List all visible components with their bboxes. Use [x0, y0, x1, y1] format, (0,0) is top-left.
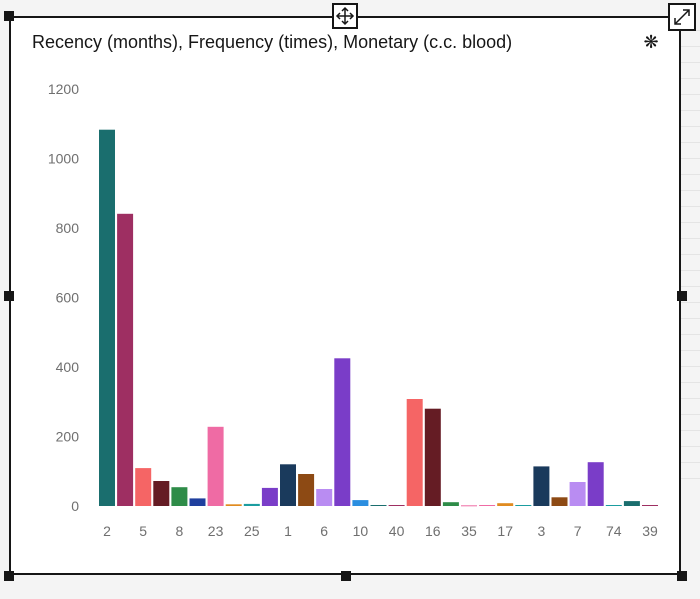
x-tick-label: 7: [574, 523, 582, 539]
bar[interactable]: [515, 505, 532, 506]
bar[interactable]: [189, 498, 206, 506]
x-tick-label: 1: [284, 523, 292, 539]
bar[interactable]: [243, 503, 260, 506]
x-tick-label: 40: [389, 523, 405, 539]
bars-group: [99, 129, 658, 507]
bar[interactable]: [388, 505, 405, 506]
x-tick-label: 5: [139, 523, 147, 539]
bar[interactable]: [461, 505, 477, 507]
x-tick-label: 35: [461, 523, 477, 539]
move-icon[interactable]: [332, 3, 358, 29]
bar[interactable]: [642, 505, 658, 506]
bar[interactable]: [298, 474, 315, 506]
bar[interactable]: [533, 466, 550, 506]
y-tick-label: 200: [56, 429, 80, 445]
bar[interactable]: [316, 489, 333, 506]
chart-title: Recency (months), Frequency (times), Mon…: [32, 32, 513, 52]
expand-icon[interactable]: [668, 3, 696, 31]
bar[interactable]: [406, 399, 423, 506]
bar[interactable]: [587, 462, 604, 506]
bar[interactable]: [551, 497, 568, 506]
bar[interactable]: [352, 500, 369, 506]
x-tick-label: 74: [606, 523, 622, 539]
bar[interactable]: [442, 502, 459, 506]
bar[interactable]: [334, 358, 351, 506]
y-tick-label: 0: [71, 498, 79, 514]
bar[interactable]: [171, 487, 188, 506]
resize-handle-bottom-left[interactable]: [4, 571, 14, 581]
y-tick-label: 400: [56, 359, 80, 375]
x-tick-label: 10: [353, 523, 369, 539]
y-axis: 0 200 400 600 800 1000 1200: [48, 81, 79, 514]
bar[interactable]: [569, 482, 586, 506]
x-tick-label: 16: [425, 523, 441, 539]
x-tick-label: 23: [208, 523, 224, 539]
bar[interactable]: [497, 503, 514, 506]
resize-handle-bottom-right[interactable]: [677, 571, 687, 581]
resize-handle-right[interactable]: [677, 291, 687, 301]
bar[interactable]: [207, 426, 224, 506]
bar[interactable]: [99, 129, 115, 506]
bar[interactable]: [605, 505, 622, 506]
x-tick-label: 8: [176, 523, 184, 539]
bar[interactable]: [261, 487, 278, 506]
resize-handle-bottom[interactable]: [341, 571, 351, 581]
y-tick-label: 1000: [48, 151, 79, 167]
x-tick-label: 2: [103, 523, 111, 539]
x-tick-label: 39: [642, 523, 658, 539]
x-tick-label: 25: [244, 523, 260, 539]
y-tick-label: 800: [56, 220, 80, 236]
x-axis: 2 5 8 23 25 1 6 10 40 16 35 17 3 7 74 39: [103, 523, 658, 539]
bar[interactable]: [280, 464, 296, 506]
bar[interactable]: [424, 408, 441, 506]
x-tick-label: 6: [320, 523, 328, 539]
bar[interactable]: [479, 505, 496, 506]
y-tick-label: 600: [56, 290, 80, 306]
canvas-grid-background: [678, 30, 700, 490]
resize-handle-top-left[interactable]: [4, 11, 14, 21]
settings-gear-icon[interactable]: ❋: [643, 32, 659, 52]
resize-handle-left[interactable]: [4, 291, 14, 301]
bar[interactable]: [117, 213, 134, 507]
y-tick-label: 1200: [48, 81, 79, 97]
x-tick-label: 3: [538, 523, 546, 539]
x-tick-label: 17: [497, 523, 513, 539]
bar[interactable]: [623, 501, 640, 506]
bar[interactable]: [370, 505, 387, 506]
bar[interactable]: [153, 481, 170, 506]
bar[interactable]: [225, 504, 242, 506]
bar[interactable]: [135, 468, 152, 506]
